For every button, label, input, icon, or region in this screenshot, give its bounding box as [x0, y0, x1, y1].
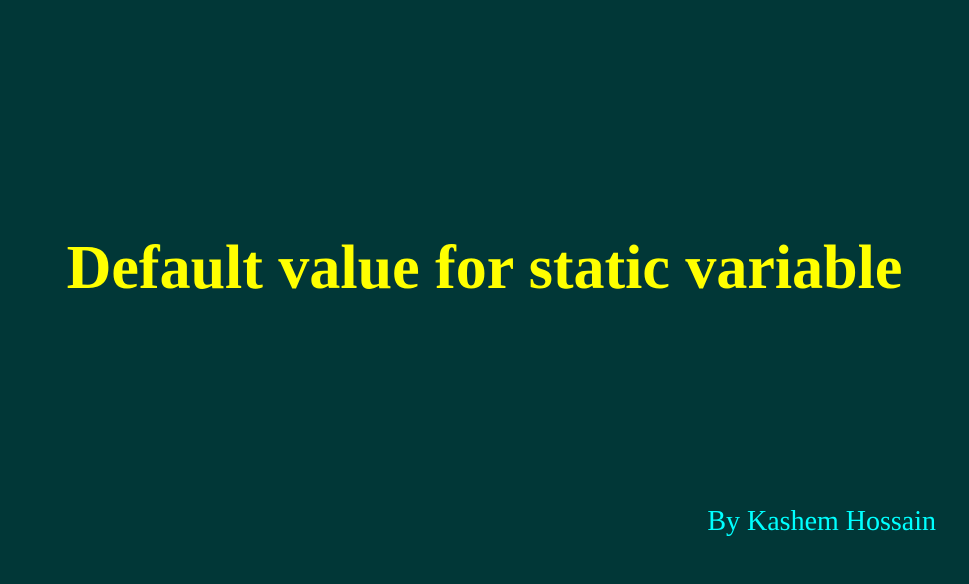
slide-title: Default value for static variable — [66, 234, 903, 302]
author-byline: By Kashem Hossain — [707, 506, 936, 537]
